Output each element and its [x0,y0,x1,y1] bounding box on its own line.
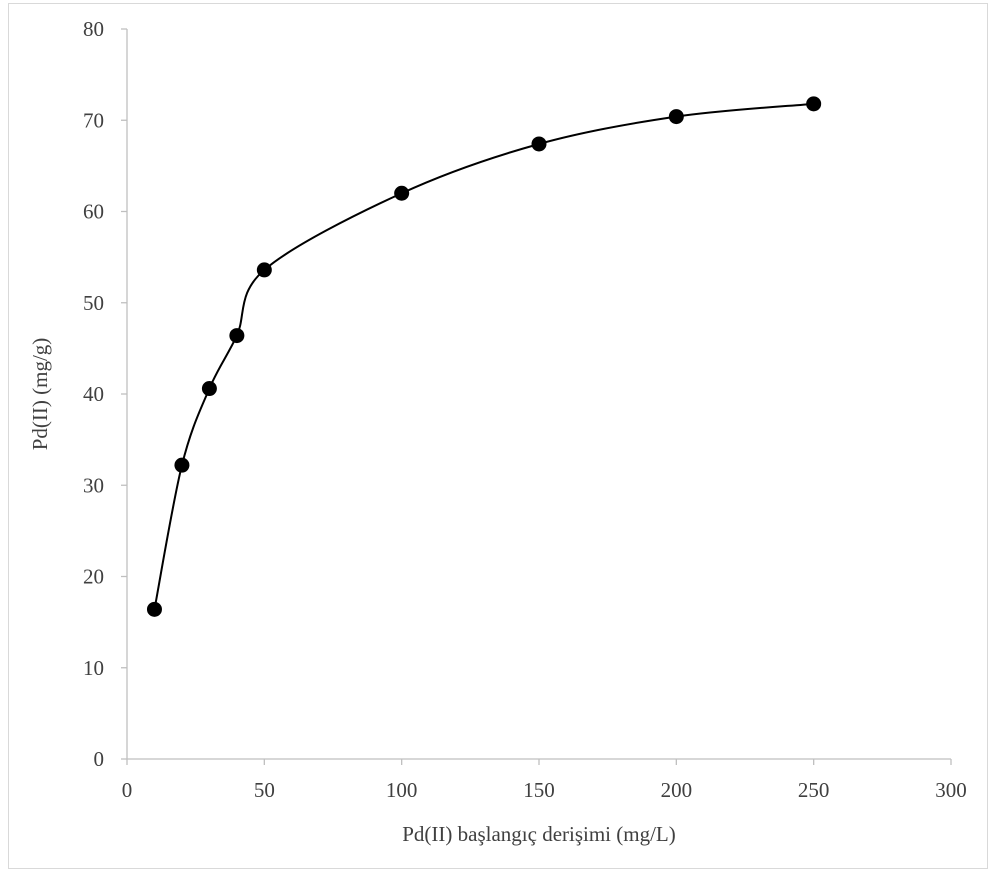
y-tick-label: 30 [83,473,104,497]
data-point [531,136,547,152]
y-tick-label: 60 [83,200,104,224]
y-tick-label: 80 [83,17,104,41]
y-tick-label: 70 [83,108,104,132]
x-tick-label: 100 [386,778,418,802]
x-axis-title: Pd(II) başlangıç derişimi (mg/L) [402,822,676,846]
y-tick-label: 20 [83,565,104,589]
data-point [201,381,217,397]
y-tick-label: 10 [83,656,104,680]
x-tick-label: 300 [935,778,967,802]
y-tick-label: 50 [83,291,104,315]
data-points [146,96,822,617]
series-curve [153,102,814,610]
data-point [229,328,245,344]
y-tick-label: 40 [83,382,104,406]
data-point [394,185,410,201]
data-point [256,262,272,278]
data-point [146,601,162,617]
x-tick-label: 150 [523,778,555,802]
data-point [174,457,190,473]
x-tick-label: 0 [122,778,133,802]
chart-frame [8,3,988,869]
x-ticks: 0 50 100 150 200 250 300 [122,759,967,802]
y-axis-title: Pd(II) (mg/g) [28,338,52,451]
data-point [806,96,822,112]
x-tick-label: 250 [798,778,830,802]
data-point [668,109,684,125]
y-tick-label: 0 [94,747,105,771]
y-ticks: 0 10 20 30 40 50 60 70 80 [83,17,127,771]
x-tick-label: 50 [254,778,275,802]
x-tick-label: 200 [661,778,693,802]
